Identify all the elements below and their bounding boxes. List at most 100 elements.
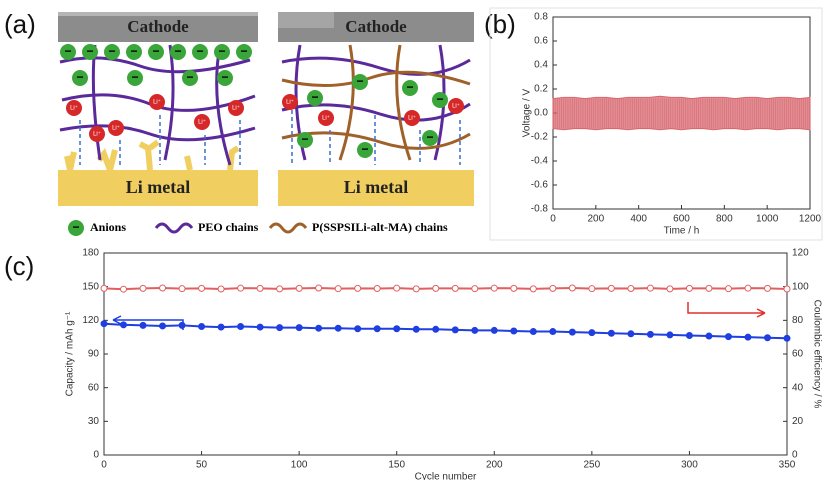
anion [217,70,233,86]
data-point [783,285,791,293]
data-point [471,285,479,293]
data-point [100,284,108,292]
li-ion-label: Li⁺ [452,103,460,110]
anion [297,132,313,148]
data-point [412,325,420,333]
panel-label: (a) [4,9,36,39]
li-ion [404,110,420,126]
legend-anion-icon [68,220,84,236]
anion [126,44,142,60]
anion [307,90,323,106]
data-point [237,323,245,331]
data-point [139,284,147,292]
anion-symbol: − [186,70,193,84]
data-point [451,326,459,334]
x-tick-label: 400 [630,214,647,225]
data-point [198,284,206,292]
data-point [159,322,167,330]
legend-peo-icon [154,222,194,234]
data-point [549,284,557,292]
y-tick-label: -0.8 [531,204,549,215]
data-point [412,285,420,293]
anode [278,170,474,206]
anode-label: Li metal [344,177,409,197]
data-point [646,284,654,292]
data-point [724,333,732,341]
data-point [510,284,518,292]
y-tick-label: 30 [88,416,100,427]
li-ion-label: Li⁺ [153,99,161,106]
data-point [646,330,654,338]
data-point [685,331,693,339]
data-point [295,284,303,292]
data-point [666,331,674,339]
y2-axis-label: Coulombic efficiency / % [811,300,822,409]
data-point [334,285,342,293]
x-tick-label: 1000 [756,214,779,225]
legend-label: PEO chains [198,220,259,234]
data-point [510,327,518,335]
cathode-edge [278,12,334,28]
li-ion [282,94,298,110]
y-tick-label: 0.6 [534,36,548,47]
data-point [432,325,440,333]
x-axis-label: Cycle number [415,472,477,480]
data-point [568,284,576,292]
data-point [705,332,713,340]
x-tick-label: 200 [486,460,503,471]
x-tick-label: 0 [550,214,556,225]
x-tick-label: 200 [587,214,604,225]
legend-copolymer-icon [268,222,308,234]
anion-symbol: − [406,80,413,94]
li-ion-label: Li⁺ [408,115,416,122]
x-tick-label: 150 [388,460,405,471]
copolymer-chains [281,44,471,161]
anion-symbol: − [311,90,318,104]
anion-symbol: − [240,44,247,58]
data-point [393,325,401,333]
y-tick-label: 60 [792,349,804,360]
y-tick-label: 0.0 [534,108,548,119]
li-ion [228,100,244,116]
anion-symbol: − [196,44,203,58]
anion [127,70,143,86]
data-point [295,324,303,332]
data-point [724,285,732,293]
anion-symbol: − [152,44,159,58]
data-point [373,285,381,293]
anion [72,70,88,86]
y-tick-label: 0 [792,450,798,461]
axis-arrow [687,302,766,318]
data-point [120,285,128,293]
anion-symbol: − [361,142,368,156]
data-point [627,285,635,293]
cathode-label: Cathode [345,17,407,36]
y-axis-label: Voltage / V [522,88,533,137]
data-point [685,284,693,292]
diagram: Cathode Cathode Li metal Li metal Li⁺ Li⁺… [58,12,474,236]
data-point [198,323,206,331]
y-tick-label: 40 [792,382,804,393]
series-line [103,287,788,291]
y-tick-label: 0.2 [534,84,548,95]
anion [170,44,186,60]
li-ion-label: Li⁺ [93,131,101,138]
anion-symbol: − [356,74,363,88]
axis-arrow [112,315,184,330]
li-ion-label: Li⁺ [232,105,240,112]
anion [357,142,373,158]
data-point [237,284,245,292]
li-ion [108,120,124,136]
data-point [315,284,323,292]
data-point [373,325,381,333]
cathode [58,12,258,42]
data-point [588,329,596,337]
anion [192,44,208,60]
cathode-edge [58,12,258,16]
data-point [100,320,108,328]
data-point [139,321,147,329]
data-point [529,328,537,336]
data-point [334,324,342,332]
anion [402,80,418,96]
